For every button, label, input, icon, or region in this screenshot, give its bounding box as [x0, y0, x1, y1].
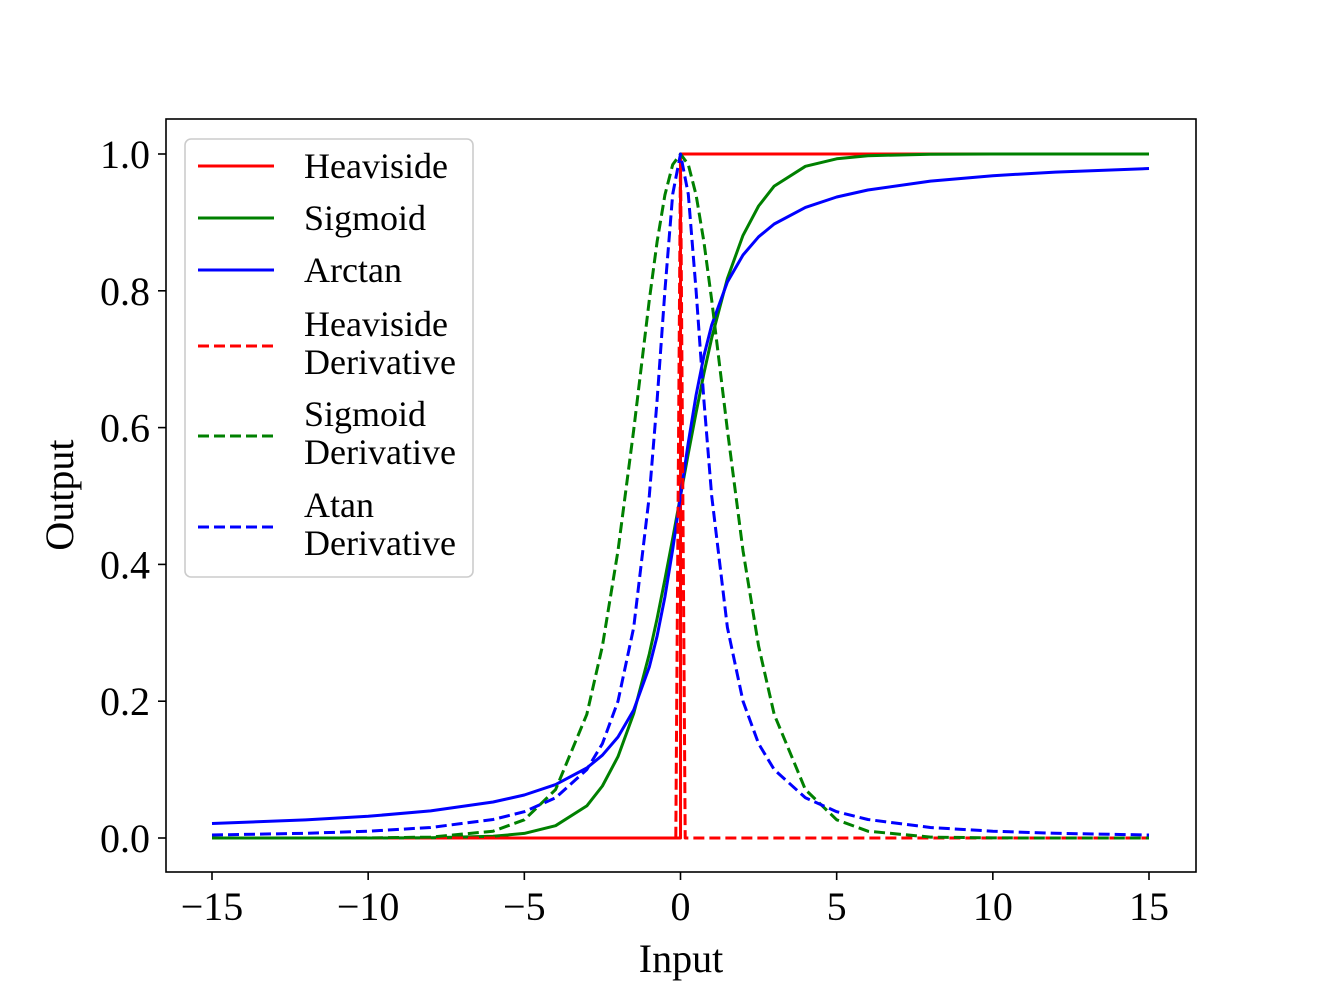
legend-label: Atan Derivative [304, 485, 456, 563]
x-tick-label: −10 [337, 884, 400, 929]
series-line-heaviside-derivative [212, 152, 1149, 840]
y-tick-label: 0.8 [100, 269, 150, 314]
series-layer [211, 152, 1150, 840]
legend-label: Arctan [304, 250, 402, 290]
y-tick-label: 0.2 [100, 679, 150, 724]
x-tick-label: 0 [671, 884, 691, 929]
legend-box [184, 138, 474, 578]
series-line-atan-derivative [211, 152, 1150, 837]
legend-label: Heaviside [304, 146, 448, 186]
ticks-layer: −15 −10 −5 0 5 10 15 0.0 0.2 0.4 0.6 0.8 1.0 [100, 132, 1169, 929]
legend: Heaviside Sigmoid Arctan Heaviside Derivativ… [184, 138, 474, 578]
y-axis-label: Output [37, 439, 82, 550]
x-tick-label: 10 [973, 884, 1013, 929]
y-tick-label: 0.6 [100, 406, 150, 451]
series-line-arctan [211, 167, 1150, 825]
x-tick-label: −15 [181, 884, 244, 929]
y-tick-label: 1.0 [100, 132, 150, 177]
legend-item: Arctan [198, 250, 402, 290]
legend-item: Heaviside Derivative [198, 304, 456, 382]
legend-label: Sigmoid [304, 198, 426, 238]
legend-item: Sigmoid [198, 198, 426, 238]
x-tick-label: 15 [1129, 884, 1169, 929]
x-tick-label: 5 [827, 884, 847, 929]
x-axis-label: Input [639, 936, 723, 981]
x-tick-label: −5 [503, 884, 546, 929]
legend-label: Sigmoid Derivative [304, 394, 456, 472]
legend-item: Heaviside [198, 146, 448, 186]
legend-item: Sigmoid Derivative [198, 394, 456, 472]
y-tick-label: 0.0 [100, 816, 150, 861]
legend-label: Heaviside Derivative [304, 304, 456, 382]
y-tick-label: 0.4 [100, 542, 150, 587]
legend-item: Atan Derivative [198, 485, 456, 563]
